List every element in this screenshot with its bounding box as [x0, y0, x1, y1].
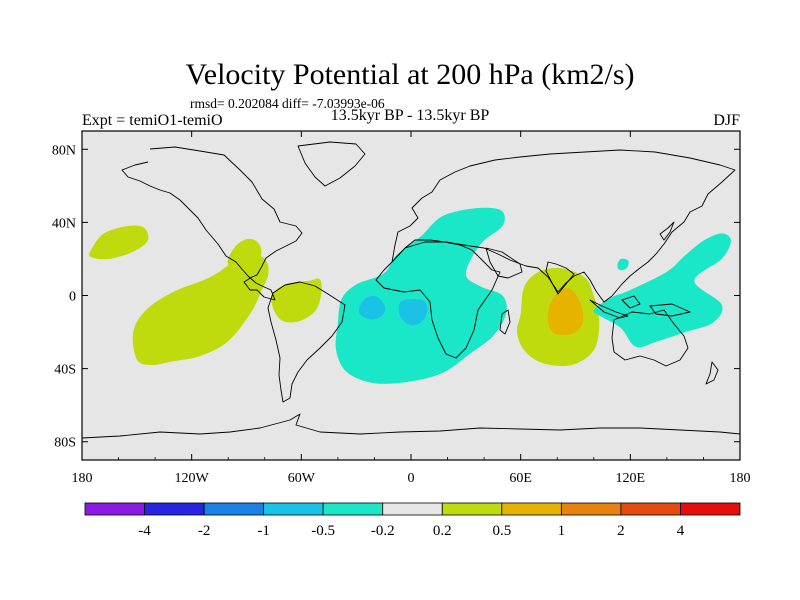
x-tick-label: 180: [72, 471, 93, 486]
colorbar-swatch: [144, 502, 205, 516]
colorbar-label: 0.2: [433, 523, 452, 539]
coast-north-america: [121, 146, 303, 301]
x-tick-label: 180: [730, 471, 751, 486]
x-tick-label: 120W: [175, 471, 210, 486]
contour-region-west-africa-negative-core: [358, 296, 386, 320]
colorbar-swatch: [501, 502, 562, 516]
stats-line: rmsd= 0.202084 diff= -7.03993e-06: [190, 96, 385, 111]
coast-greenland: [297, 141, 366, 187]
colorbar-label: -2: [198, 523, 211, 539]
y-tick-label: 80S: [54, 436, 76, 451]
coast-madagascar: [499, 309, 511, 335]
coast-new-zealand: [705, 361, 719, 385]
colorbar-swatch: [263, 502, 324, 516]
x-tick-label: 60E: [509, 471, 532, 486]
colorbar-label: 4: [677, 523, 685, 539]
contour-region-africa-negative: [335, 207, 507, 384]
contour-region-north-pacific-positive: [89, 225, 149, 260]
coast-india: [545, 261, 575, 295]
colorbar-label: 2: [617, 523, 625, 539]
x-tick-label: 60W: [288, 471, 316, 486]
colorbar-swatch: [680, 502, 741, 516]
y-tick-label: 0: [69, 290, 76, 305]
y-tick-label: 40N: [52, 216, 76, 231]
colorbar-swatch: [382, 502, 443, 516]
coast-africa: [375, 241, 501, 359]
coast-australia: [611, 309, 689, 367]
contour-region-south-china-negative: [617, 258, 629, 271]
x-axis: 180 120W 60W 0 60E 120E 180: [72, 131, 751, 486]
chart-title: Velocity Potential at 200 hPa (km2/s): [185, 58, 634, 91]
coast-south-america: [267, 281, 346, 403]
contour-region-east-pacific-positive: [132, 251, 269, 366]
colorbar-swatch: [560, 502, 622, 516]
colorbar-label: -0.2: [371, 523, 395, 539]
contour-region-indian-ocean-positive-core: [547, 288, 584, 336]
colorbar-label: -1: [257, 523, 270, 539]
contour-region-maritime-continent-negative: [593, 233, 731, 348]
contour-region-central-america-positive: [227, 238, 262, 274]
colorbar-swatch: [620, 502, 681, 516]
x-tick-label: 0: [408, 471, 415, 486]
y-tick-label: 80N: [52, 143, 76, 158]
colorbar-swatch: [203, 502, 265, 516]
colorbar-swatch: [441, 502, 503, 516]
left-subtitle: Expt = temiO1-temiO: [82, 112, 223, 129]
right-subtitle: DJF: [713, 112, 740, 129]
colorbar-label: -4: [138, 523, 151, 539]
colorbar-label: 1: [558, 523, 566, 539]
y-tick-label: 40S: [54, 363, 76, 378]
colorbar: -4 -2 -1 -0.5 -0.2 0.2 0.5 1 2 4: [84, 502, 741, 539]
x-tick-label: 120E: [616, 471, 646, 486]
coast-eurasia: [391, 149, 736, 303]
contour-region-central-africa-negative-core: [398, 299, 428, 326]
colorbar-swatch: [322, 502, 384, 516]
coast-japan: [659, 221, 675, 241]
colorbar-label: -0.5: [311, 523, 335, 539]
contour-fills: [89, 207, 731, 384]
coastlines: [82, 141, 740, 439]
coast-arabia: [485, 247, 523, 279]
contour-region-atlantic-positive: [271, 278, 322, 323]
center-subtitle: 13.5kyr BP - 13.5kyr BP: [331, 107, 490, 124]
coast-antarctica: [82, 413, 740, 439]
y-axis: 80N 40N 0 40S 80S: [52, 143, 740, 451]
colorbar-swatch: [84, 502, 145, 516]
colorbar-label: 0.5: [492, 523, 511, 539]
